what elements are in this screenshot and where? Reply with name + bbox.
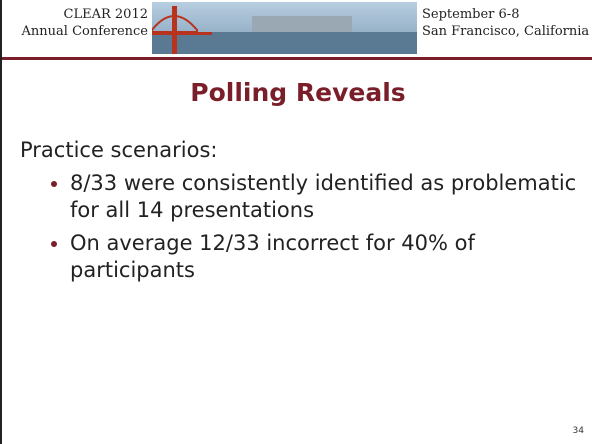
header-left: CLEAR 2012 Annual Conference [8,6,148,40]
bullet: 8/33 were consistently identified as pro… [70,170,592,224]
header-text: Annual Conference [21,24,148,39]
divider [2,57,592,60]
page-number: 34 [572,426,584,436]
bullet: On average 12/33 incorrect for 40% of pa… [70,230,592,284]
header-text: September 6-8 [422,7,520,22]
lead-text: Practice scenarios: [20,138,218,162]
bullet-list: 8/33 were consistently identified as pro… [50,170,592,290]
header-right: September 6-8 San Francisco, California [422,6,589,40]
banner-image [152,2,417,54]
title: Polling Reveals [190,78,406,107]
header-text: San Francisco, California [422,24,590,39]
header-text: CLEAR 2012 [63,7,148,22]
